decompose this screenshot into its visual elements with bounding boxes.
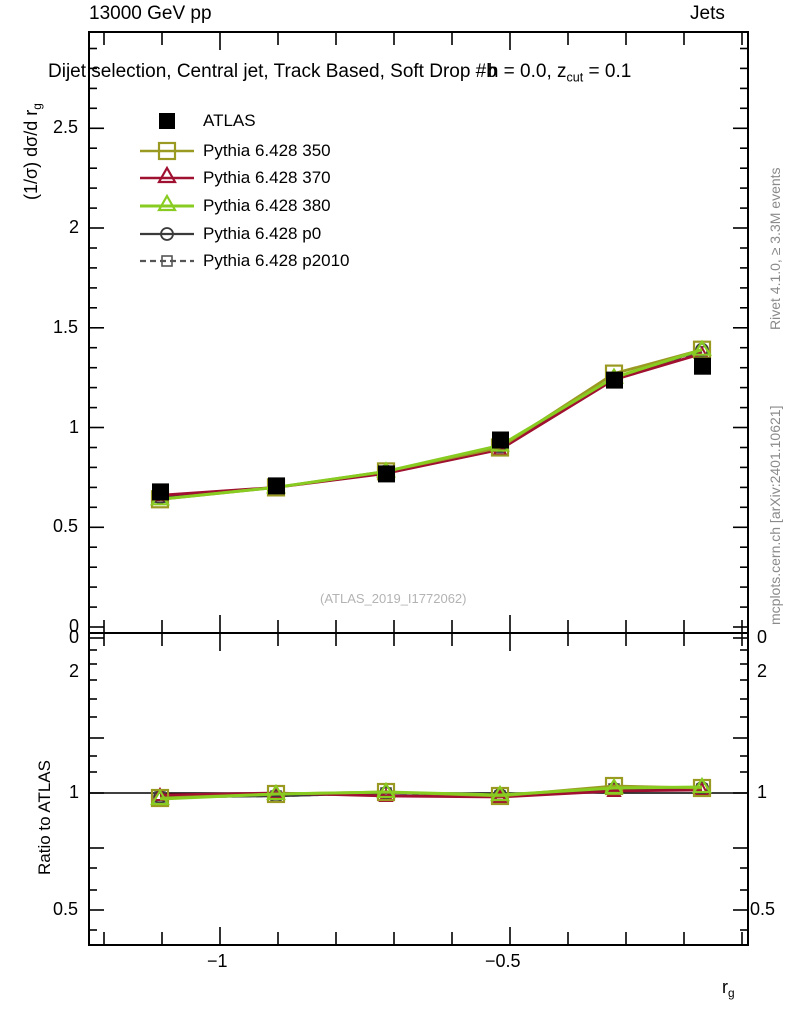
legend-label-350: Pythia 6.428 350 (203, 141, 331, 160)
ratio-ytick-2-left: 2 (69, 661, 80, 681)
ratio-ytick-0_5-left: 0.5 (53, 899, 79, 919)
legend-markers (140, 113, 194, 267)
ratio-series-380 (150, 776, 712, 806)
main-ytick-0_5: 0.5 (53, 516, 79, 536)
legend-label-380: Pythia 6.428 380 (203, 196, 331, 215)
header-category-label: Jets (690, 3, 725, 24)
main-panel-frame (88, 31, 749, 634)
ratio-ytick-top-right: 0 (757, 627, 768, 647)
main-ytick-1_5: 1.5 (53, 317, 79, 337)
ratio-xaxis-ticks (103, 633, 743, 945)
ratio-ytick-1-left: 1 (69, 782, 80, 802)
legend-marker-380 (140, 193, 194, 212)
series-350 (150, 340, 712, 509)
analysis-watermark: (ATLAS_2019_I1772062) (320, 591, 467, 606)
legend-label-p0: Pythia 6.428 p0 (203, 224, 322, 243)
main-xaxis-ticks (103, 32, 743, 633)
legend-marker-370 (140, 165, 194, 184)
main-ytick-0: 0 (69, 616, 80, 636)
legend-marker-p2010 (140, 255, 194, 267)
xtick-minus1: −1 (207, 951, 228, 971)
main-yaxis-ticks (89, 47, 748, 628)
header-beam-label: 13000 GeV pp (89, 3, 212, 24)
xaxis-label: rg (722, 977, 735, 1001)
main-ytick-2: 2 (69, 217, 80, 237)
series-atlas-data (152, 357, 711, 501)
ratio-yaxis-ticks (89, 637, 748, 931)
ratio-ytick-1-right: 1 (757, 782, 768, 802)
ratio-ytick-2-right: 2 (757, 661, 768, 681)
xtick-minus0_5: −0.5 (485, 951, 521, 971)
ratio-ytick-0_5-right: 0.5 (750, 899, 776, 919)
legend-label-p2010: Pythia 6.428 p2010 (203, 251, 350, 270)
plot-title: Dijet selection, Central jet, Track Base… (48, 61, 632, 85)
ratio-ytick-top-left: 0 (69, 627, 80, 647)
legend-label-atlas: ATLAS (203, 111, 256, 130)
series-380 (150, 339, 712, 506)
legend-marker-p0 (140, 227, 194, 241)
ratio-panel-frame (88, 632, 749, 946)
main-ytick-1: 1 (69, 417, 80, 437)
legend-marker-350 (140, 141, 194, 161)
main-ytick-2_5: 2.5 (53, 117, 79, 137)
series-p0 (153, 342, 709, 505)
main-data-series-group (150, 339, 712, 509)
ratio-data-series-group (150, 776, 712, 808)
legend-label-370: Pythia 6.428 370 (203, 168, 331, 187)
legend-marker-atlas (159, 113, 175, 129)
